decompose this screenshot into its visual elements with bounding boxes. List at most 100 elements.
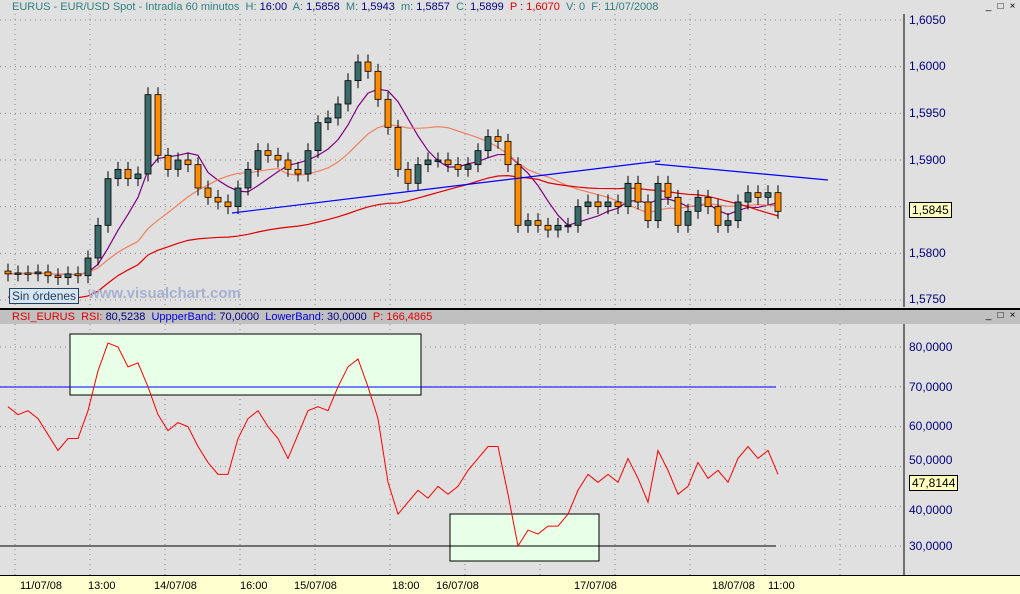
candle [354, 54, 362, 89]
candle-body [234, 187, 242, 208]
x-label: 18:00 [392, 580, 420, 592]
price-tick: 1,5950 [909, 106, 946, 120]
candle-body [64, 273, 72, 278]
watermark: www.visualchart.com [88, 285, 241, 302]
candle [604, 194, 612, 215]
candle-body [764, 192, 772, 198]
candle-body [294, 168, 302, 175]
x-label: 18/07/08 [712, 580, 755, 592]
candle [674, 189, 682, 233]
candle-body [114, 168, 122, 180]
candle-body [364, 61, 372, 72]
candle [634, 175, 642, 210]
candle-body [724, 220, 732, 226]
candle-body [664, 182, 672, 198]
candle-body [264, 150, 272, 156]
rsi-maximize-button[interactable]: □ [997, 310, 1004, 321]
close-button[interactable]: × [1009, 1, 1016, 12]
candle [334, 96, 342, 126]
candle-body [204, 187, 212, 198]
rsi-tick: 50,0000 [909, 453, 953, 467]
candle-body [714, 206, 722, 226]
upper-band-value: 70,0000 [219, 311, 260, 323]
candle-body [454, 164, 462, 170]
candle-body [334, 103, 342, 119]
candle-body [584, 201, 592, 208]
candle [644, 194, 652, 229]
candle [534, 213, 542, 233]
rsi-minimize-button[interactable]: _ [985, 310, 992, 321]
candle [374, 63, 382, 107]
candle-body [574, 206, 582, 226]
candle-body [464, 164, 472, 170]
price-panel[interactable]: EURUS - EUR/USD Spot - Intradía 60 minut… [0, 0, 1020, 307]
candle [274, 147, 282, 168]
candle [584, 194, 592, 215]
candle [84, 250, 92, 284]
rsi-chart[interactable] [0, 324, 1020, 575]
oversold-box [449, 513, 600, 562]
orders-status[interactable]: Sin órdenes [9, 288, 80, 304]
candle-body [374, 70, 382, 100]
candle [484, 129, 492, 159]
trendline-resistance [654, 163, 829, 181]
candle [164, 147, 172, 177]
candle-body [94, 224, 102, 259]
a-label: A: [292, 1, 304, 13]
candle [64, 266, 72, 286]
candle [444, 152, 452, 173]
candle-body [84, 257, 92, 277]
p-value: P : 1,6070 [509, 1, 560, 13]
candle-body [274, 154, 282, 161]
candle [404, 161, 412, 191]
h-value: 16:00 [259, 1, 288, 13]
ma-fast-line [7, 88, 779, 276]
lower-band-label: LowerBand: [265, 311, 324, 323]
candle-body [694, 196, 702, 212]
candle [424, 152, 432, 173]
candle [14, 265, 22, 282]
candle [574, 199, 582, 233]
candle [104, 171, 112, 233]
date-value: F: 11/07/2008 [591, 1, 659, 13]
candle [54, 268, 62, 286]
candle-body [154, 94, 162, 156]
candle [174, 152, 182, 177]
candle-body [54, 275, 62, 278]
candle [284, 152, 292, 177]
chart-header: EURUS - EUR/USD Spot - Intradía 60 minut… [12, 1, 658, 13]
candle [454, 157, 462, 177]
high-value: 1,5943 [361, 1, 395, 13]
time-axis: 11/07/08 13:00 14/07/08 16:00 15/07/08 1… [0, 575, 1020, 594]
price-tick: 1,6050 [909, 13, 946, 27]
candle [764, 185, 772, 205]
candle-body [444, 159, 452, 166]
candle [344, 73, 352, 112]
candle-body [504, 140, 512, 166]
rsi-label: RSI: [81, 311, 103, 323]
candle-body [624, 182, 632, 208]
minimize-button[interactable]: _ [985, 1, 992, 12]
candle-body [644, 201, 652, 222]
rsi-tick: 80,0000 [909, 340, 953, 354]
candle [594, 194, 602, 215]
candle [324, 110, 332, 131]
candle [554, 217, 562, 238]
candle [204, 180, 212, 205]
rsi-close-button[interactable]: × [1009, 310, 1016, 321]
maximize-button[interactable]: □ [997, 1, 1004, 12]
candle-body [354, 61, 362, 82]
candle-body [44, 271, 52, 277]
candle-body [14, 272, 22, 275]
candle [564, 217, 572, 233]
ma-slow-line [7, 175, 779, 299]
candle [464, 157, 472, 177]
candle [654, 175, 662, 229]
candle-body [474, 150, 482, 166]
candle [514, 157, 522, 233]
candle-body [124, 168, 132, 180]
candle-body [734, 201, 742, 222]
candle [74, 266, 82, 284]
price-chart[interactable] [0, 0, 1020, 307]
rsi-panel[interactable]: 80,0000 70,0000 60,0000 50,0000 40,0000 … [0, 324, 1020, 575]
